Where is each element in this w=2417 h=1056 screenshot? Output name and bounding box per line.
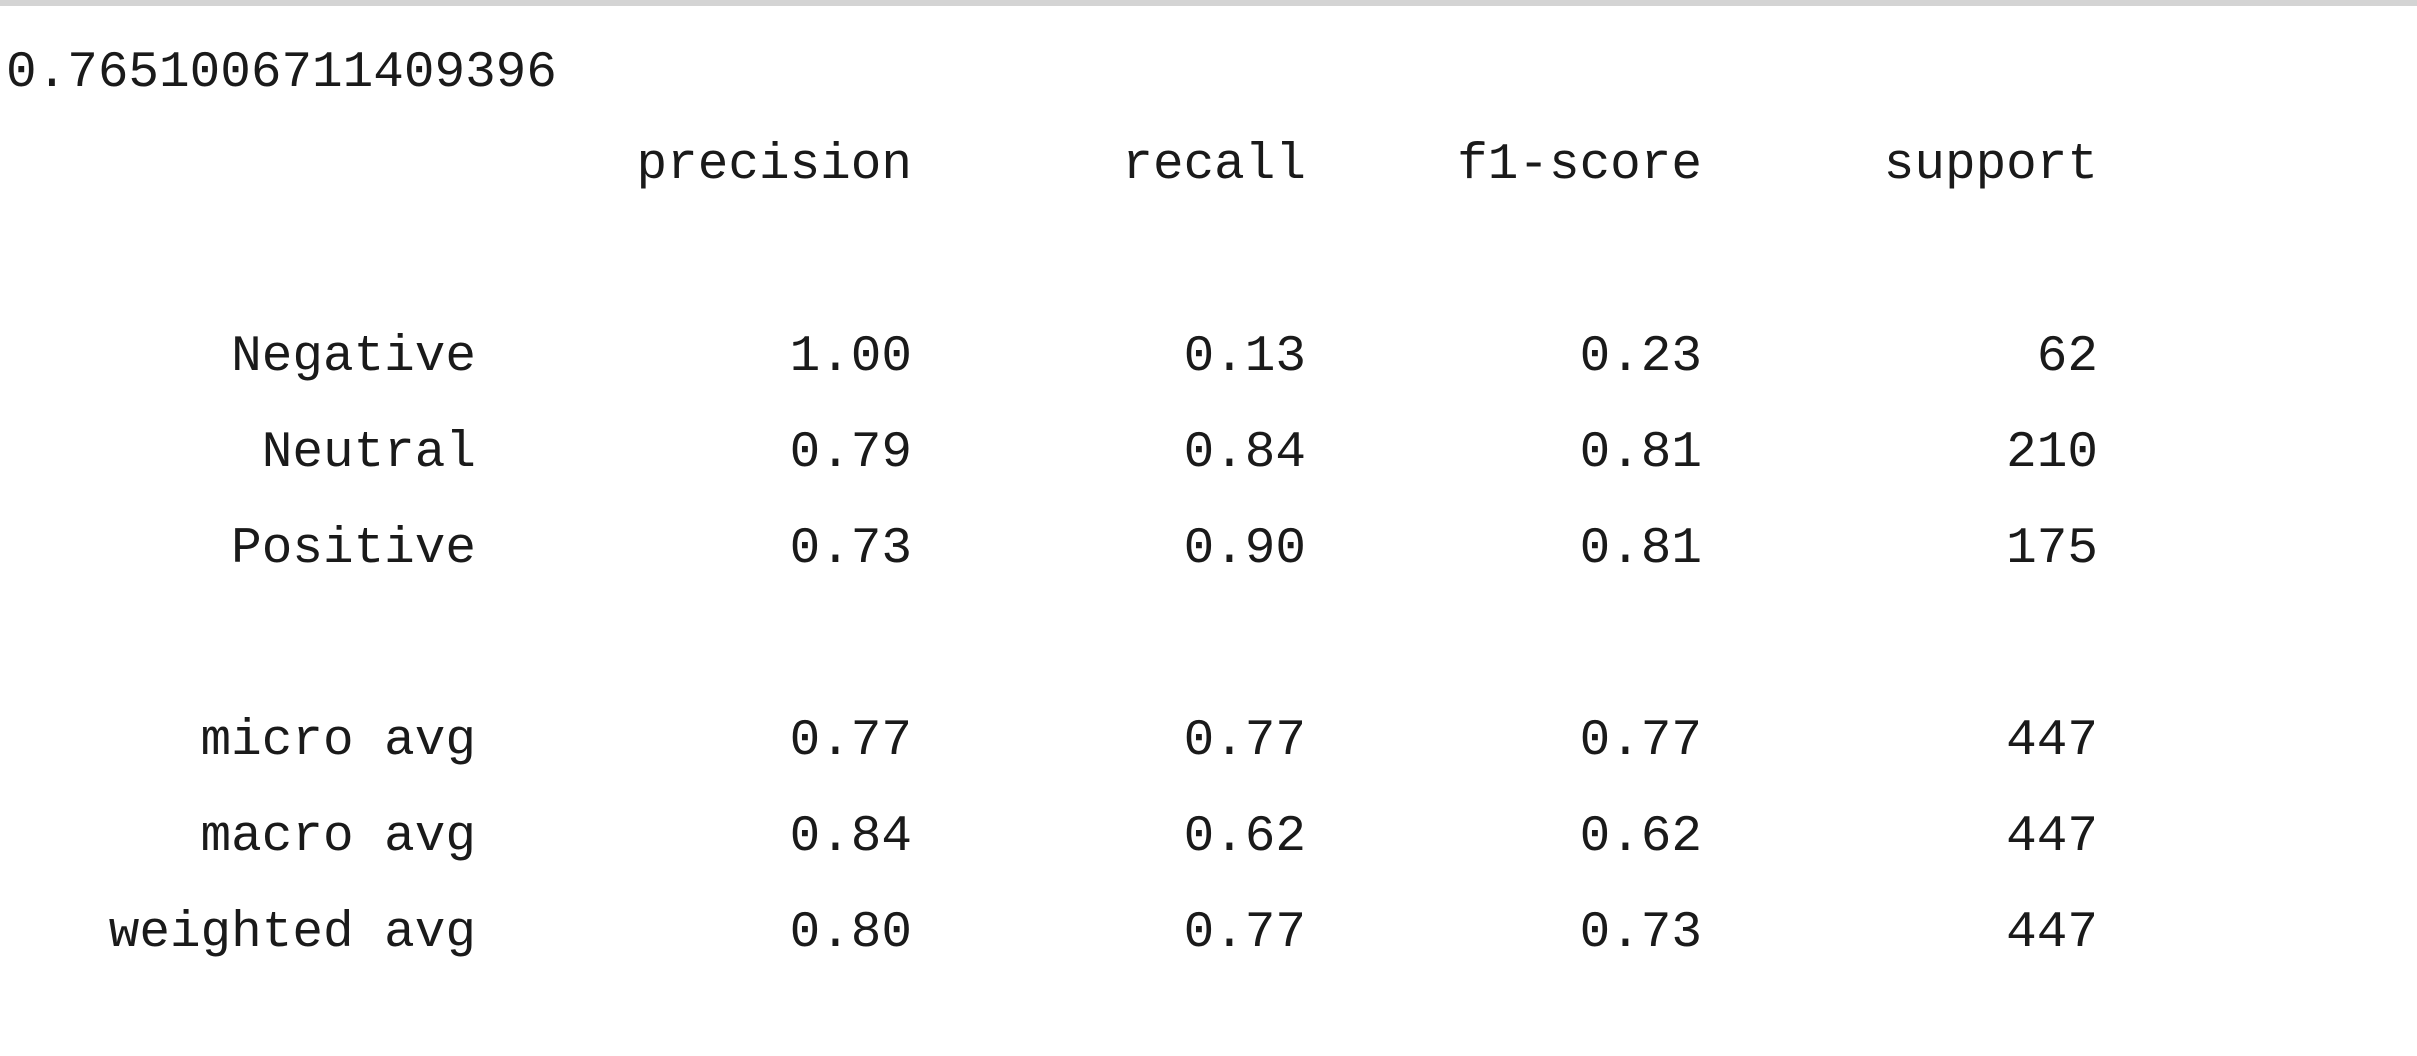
avg-label: micro avg bbox=[200, 713, 476, 770]
window-top-border bbox=[0, 0, 2417, 6]
row-precision: 1.00 bbox=[789, 329, 912, 386]
row-support: 62 bbox=[2036, 329, 2098, 386]
row-label: Negative bbox=[231, 329, 476, 386]
row-f1-score: 0.23 bbox=[1579, 329, 1702, 386]
avg-precision: 0.84 bbox=[789, 809, 912, 866]
accuracy-score: 0.7651006711409396 bbox=[6, 45, 557, 102]
avg-f1-score: 0.62 bbox=[1579, 809, 1702, 866]
console-output: 0.7651006711409396 precision recall f1-s… bbox=[0, 6, 2417, 1056]
row-support: 210 bbox=[2006, 425, 2098, 482]
row-recall: 0.90 bbox=[1183, 521, 1306, 578]
avg-precision: 0.77 bbox=[789, 713, 912, 770]
header-f1-score: f1-score bbox=[1457, 137, 1702, 194]
report-row-neutral: Neutral 0.79 0.84 0.81 210 bbox=[0, 424, 2200, 484]
row-precision: 0.73 bbox=[789, 521, 912, 578]
avg-f1-score: 0.73 bbox=[1579, 905, 1702, 962]
row-f1-score: 0.81 bbox=[1579, 425, 1702, 482]
header-recall: recall bbox=[1122, 137, 1306, 194]
avg-recall: 0.77 bbox=[1183, 905, 1306, 962]
avg-support: 447 bbox=[2006, 713, 2098, 770]
avg-precision: 0.80 bbox=[789, 905, 912, 962]
avg-recall: 0.62 bbox=[1183, 809, 1306, 866]
report-row-weighted-avg: weighted avg 0.80 0.77 0.73 447 bbox=[0, 904, 2200, 964]
row-f1-score: 0.81 bbox=[1579, 521, 1702, 578]
row-recall: 0.13 bbox=[1183, 329, 1306, 386]
header-support: support bbox=[1883, 137, 2098, 194]
report-row-negative: Negative 1.00 0.13 0.23 62 bbox=[0, 328, 2200, 388]
header-precision: precision bbox=[636, 137, 912, 194]
report-header-row: precision recall f1-score support bbox=[0, 136, 2200, 196]
avg-label: macro avg bbox=[200, 809, 476, 866]
avg-support: 447 bbox=[2006, 809, 2098, 866]
row-label: Neutral bbox=[261, 425, 476, 482]
report-row-positive: Positive 0.73 0.90 0.81 175 bbox=[0, 520, 2200, 580]
row-support: 175 bbox=[2006, 521, 2098, 578]
avg-support: 447 bbox=[2006, 905, 2098, 962]
avg-recall: 0.77 bbox=[1183, 713, 1306, 770]
report-row-macro-avg: macro avg 0.84 0.62 0.62 447 bbox=[0, 808, 2200, 868]
avg-f1-score: 0.77 bbox=[1579, 713, 1702, 770]
avg-label: weighted avg bbox=[108, 905, 476, 962]
report-row-micro-avg: micro avg 0.77 0.77 0.77 447 bbox=[0, 712, 2200, 772]
row-label: Positive bbox=[231, 521, 476, 578]
row-precision: 0.79 bbox=[789, 425, 912, 482]
row-recall: 0.84 bbox=[1183, 425, 1306, 482]
